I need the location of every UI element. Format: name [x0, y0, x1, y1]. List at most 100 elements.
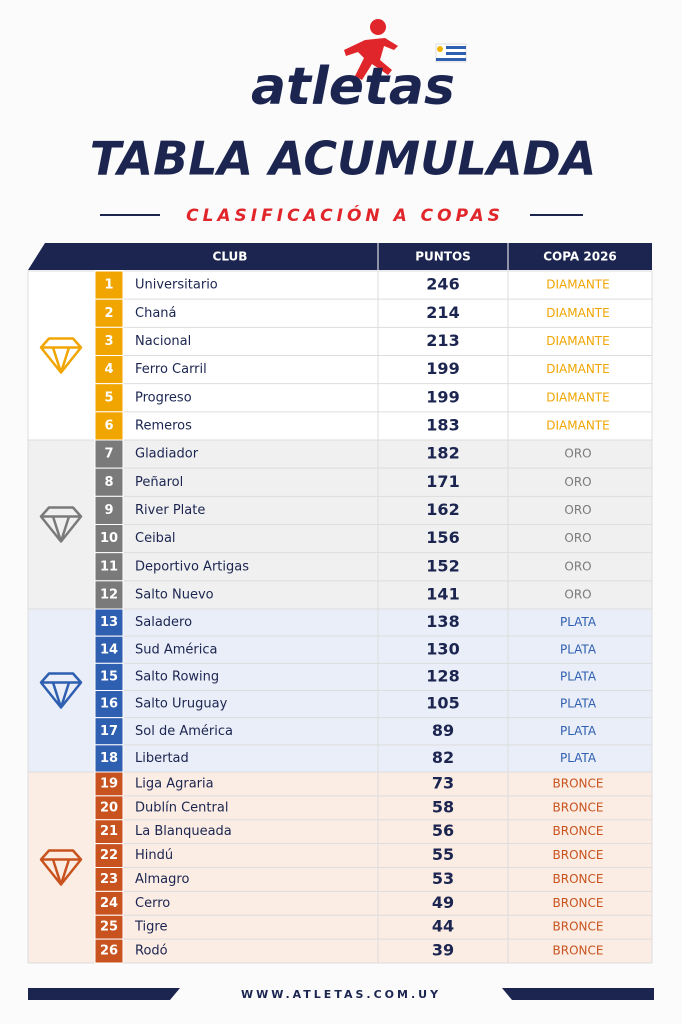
cup: DIAMANTE	[546, 362, 609, 376]
cup: PLATA	[560, 751, 597, 765]
rank-cell	[94, 411, 124, 441]
club-name: Progreso	[135, 390, 192, 405]
diamond-icon	[39, 506, 83, 543]
points: 49	[432, 893, 454, 912]
cup: BRONCE	[553, 848, 604, 862]
rank-cell	[94, 938, 124, 964]
rank: 22	[100, 848, 118, 863]
club-name: Cerro	[135, 896, 170, 911]
club-name: Libertad	[135, 751, 189, 766]
club-name: Almagro	[135, 872, 189, 887]
rank-cell	[94, 717, 124, 746]
points: 39	[432, 941, 454, 960]
club-name: Remeros	[135, 418, 192, 433]
points: 73	[432, 773, 454, 792]
cup: ORO	[564, 503, 591, 517]
title: TABLA ACUMULADA	[90, 132, 597, 186]
cup: ORO	[564, 531, 591, 545]
rank: 6	[104, 418, 113, 433]
points: 130	[426, 639, 459, 658]
cup: DIAMANTE	[546, 334, 609, 348]
column-header: COPA 2026	[543, 250, 617, 264]
club-name: Sol de América	[135, 724, 233, 739]
rank: 26	[100, 944, 118, 959]
rank: 2	[104, 306, 113, 321]
rank: 9	[104, 503, 113, 518]
rank: 7	[104, 447, 113, 462]
club-name: Deportivo Artigas	[135, 559, 249, 574]
rank-cell	[94, 383, 124, 413]
points: 213	[426, 331, 459, 350]
rank-cell	[94, 270, 124, 300]
column-header: PUNTOS	[415, 250, 471, 264]
rank: 18	[100, 751, 118, 766]
club-name: Gladiador	[135, 447, 199, 462]
subtitle: CLASIFICACIÓN A COPAS	[186, 204, 504, 226]
points: 171	[426, 472, 459, 491]
points: 199	[426, 387, 459, 406]
club-name: La Blanqueada	[135, 824, 232, 839]
points: 55	[432, 845, 454, 864]
points: 58	[432, 797, 454, 816]
cup: ORO	[564, 587, 591, 601]
rank: 5	[104, 390, 113, 405]
points: 152	[426, 556, 459, 575]
footer-bar	[502, 988, 654, 1000]
club-name: Salto Nuevo	[135, 587, 214, 602]
cup: PLATA	[560, 669, 597, 683]
points: 246	[426, 275, 459, 294]
cup: BRONCE	[553, 824, 604, 838]
rank-cell	[94, 524, 124, 554]
logo: atletas	[251, 57, 455, 117]
club-name: Nacional	[135, 334, 191, 349]
rank: 13	[100, 615, 118, 630]
rank: 15	[100, 669, 118, 684]
points: 199	[426, 359, 459, 378]
rank: 25	[100, 920, 118, 935]
club-name: Salto Uruguay	[135, 697, 228, 712]
rank-cell	[94, 326, 124, 357]
club-name: Peñarol	[135, 475, 183, 490]
rank: 19	[100, 776, 118, 791]
points: 162	[426, 500, 459, 519]
rank-cell	[94, 495, 124, 526]
points: 183	[426, 415, 459, 434]
rank: 8	[104, 475, 113, 490]
club-name: Ceibal	[135, 531, 176, 546]
points: 128	[426, 666, 459, 685]
club-name: Sud América	[135, 642, 218, 657]
points: 138	[426, 612, 459, 631]
points: 214	[426, 303, 459, 322]
rank-cell	[94, 439, 124, 469]
flag-icon	[435, 43, 467, 63]
rank: 4	[104, 362, 113, 377]
diamond-icon	[39, 849, 83, 886]
rank: 16	[100, 697, 118, 712]
cup: BRONCE	[553, 800, 604, 814]
rank: 11	[100, 559, 118, 574]
club-name: Dublín Central	[135, 800, 228, 815]
rank-cell	[94, 467, 124, 497]
cup: PLATA	[560, 615, 597, 629]
club-name: Tigre	[134, 920, 167, 935]
points: 82	[432, 748, 454, 767]
cup: ORO	[564, 475, 591, 489]
rank: 10	[100, 531, 118, 546]
club-name: Hindú	[135, 848, 173, 863]
points: 56	[432, 821, 454, 840]
cup: DIAMANTE	[546, 306, 609, 320]
rank: 3	[104, 334, 113, 349]
points: 141	[426, 584, 459, 603]
rank: 24	[100, 896, 118, 911]
club-name: Rodó	[135, 944, 168, 959]
rank: 23	[100, 872, 118, 887]
points: 156	[426, 528, 459, 547]
cup: BRONCE	[553, 944, 604, 958]
cup: DIAMANTE	[546, 278, 609, 292]
rank: 12	[100, 587, 118, 602]
cup: ORO	[564, 447, 591, 461]
club-name: Universitario	[135, 278, 218, 293]
club-name: Salto Rowing	[135, 669, 219, 684]
